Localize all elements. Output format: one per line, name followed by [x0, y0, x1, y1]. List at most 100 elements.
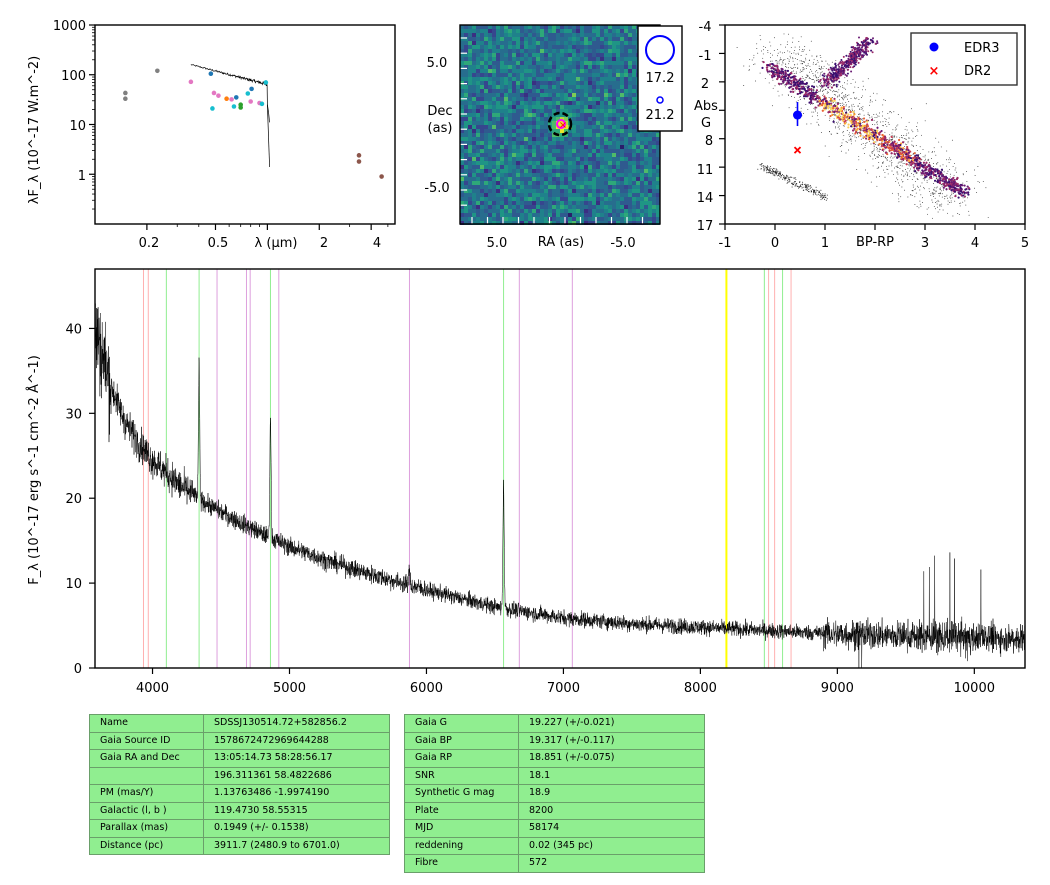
- hrd-density-point: [765, 167, 767, 169]
- image-pixel: [580, 89, 584, 93]
- hrd-density-point: [941, 178, 943, 180]
- hrd-density-point: [845, 61, 848, 64]
- image-pixel: [488, 109, 492, 113]
- image-pixel: [528, 49, 532, 53]
- image-pixel: [552, 169, 556, 173]
- image-pixel: [524, 65, 528, 69]
- image-pixel: [640, 153, 644, 157]
- image-pixel: [512, 45, 516, 49]
- hrd-density-point: [804, 183, 806, 185]
- image-pixel: [556, 29, 560, 33]
- image-pixel: [640, 149, 644, 153]
- image-pixel: [600, 49, 604, 53]
- image-pixel: [500, 213, 504, 217]
- image-pixel: [640, 157, 644, 161]
- image-pixel: [532, 117, 536, 121]
- image-pixel: [520, 221, 524, 225]
- hrd-density-point: [813, 75, 815, 77]
- image-pixel: [608, 85, 612, 89]
- image-pixel: [548, 105, 552, 109]
- hrd-density-point: [836, 132, 838, 134]
- image-pixel: [508, 77, 512, 81]
- image-pixel: [520, 93, 524, 97]
- image-pixel: [484, 65, 488, 69]
- hrd-density-point: [937, 211, 939, 213]
- image-pixel: [556, 149, 560, 153]
- image-pixel: [484, 25, 488, 29]
- image-pixel: [472, 217, 476, 221]
- image-pixel: [508, 85, 512, 89]
- image-pixel: [620, 45, 624, 49]
- image-pixel: [564, 97, 568, 101]
- hrd-density-point: [760, 168, 762, 170]
- hrd-density-point: [850, 61, 853, 64]
- image-pixel: [548, 89, 552, 93]
- image-pixel: [592, 101, 596, 105]
- hrd-density-point: [825, 68, 827, 70]
- image-pixel: [528, 81, 532, 85]
- hrd-density-point: [871, 39, 874, 42]
- image-pixel: [492, 149, 496, 153]
- image-pixel: [580, 173, 584, 177]
- image-pixel: [516, 133, 520, 137]
- image-pixel: [588, 197, 592, 201]
- image-pixel: [580, 49, 584, 53]
- image-pixel: [468, 149, 472, 153]
- image-pixel: [596, 185, 600, 189]
- image-pixel: [588, 185, 592, 189]
- image-pixel: [480, 49, 484, 53]
- image-pixel: [496, 161, 500, 165]
- image-pixel: [612, 41, 616, 45]
- hrd-density-point: [896, 171, 898, 173]
- image-pixel: [500, 189, 504, 193]
- image-pixel: [612, 201, 616, 205]
- hrd-density-point: [876, 156, 878, 158]
- hrd-density-point: [824, 194, 826, 196]
- image-pixel: [476, 73, 480, 77]
- image-legend-label: 21.2: [646, 108, 675, 123]
- image-pixel: [464, 165, 468, 169]
- hrd-density-point: [894, 129, 896, 131]
- image-pixel: [568, 53, 572, 57]
- image-pixel: [460, 45, 464, 49]
- hrd-density-point: [841, 142, 843, 144]
- image-pixel: [476, 213, 480, 217]
- image-pixel: [652, 201, 656, 205]
- hrd-density-point: [876, 156, 878, 157]
- image-pixel: [504, 57, 508, 61]
- hrd-density-point: [851, 106, 853, 108]
- hrd-density-point: [910, 168, 911, 170]
- image-pixel: [628, 197, 632, 201]
- image-pixel: [568, 133, 572, 137]
- hrd-density-point: [938, 141, 940, 143]
- image-pixel: [648, 173, 652, 177]
- hrd-density-point: [793, 66, 795, 68]
- image-pixel: [460, 37, 464, 41]
- hrd-density-point: [814, 109, 816, 111]
- hrd-density-point: [839, 146, 841, 147]
- image-pixel: [512, 221, 516, 225]
- image-pixel: [612, 197, 616, 201]
- hrd-density-point: [824, 89, 826, 91]
- hrd-density-point: [816, 194, 818, 196]
- hrd-density-point: [815, 193, 817, 195]
- image-pixel: [472, 121, 476, 125]
- hrd-density-point: [762, 57, 764, 59]
- hrd-density-point: [904, 169, 906, 170]
- hrd-density-point: [862, 119, 864, 121]
- hrd-density-point: [834, 94, 836, 96]
- hrd-density-point: [847, 57, 850, 60]
- image-pixel: [648, 137, 652, 141]
- image-pixel: [656, 133, 660, 137]
- hrd-density-point: [932, 201, 934, 203]
- hrd-density-point: [790, 57, 791, 59]
- hrd-density-point: [850, 135, 852, 136]
- hrd-density-point: [893, 111, 895, 113]
- hrd-density-point: [811, 91, 812, 92]
- hrd-density-point: [770, 168, 772, 170]
- hrd-density-point: [778, 178, 780, 180]
- image-pixel: [624, 193, 628, 197]
- image-pixel: [544, 197, 548, 201]
- hrd-density-point: [835, 114, 837, 116]
- image-pixel: [460, 113, 464, 117]
